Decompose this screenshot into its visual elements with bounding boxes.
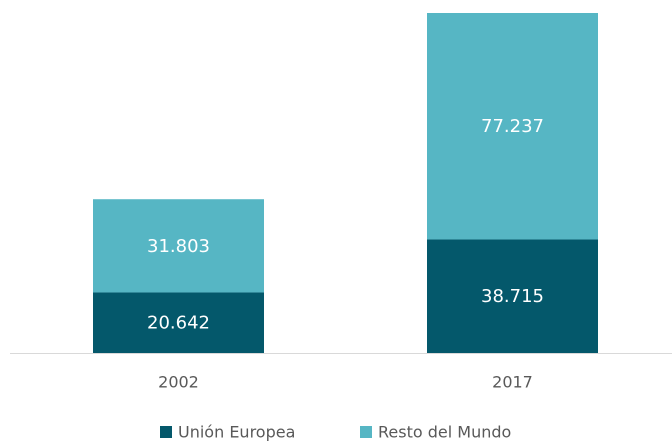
legend-swatch xyxy=(160,426,172,438)
bar-segment xyxy=(427,13,598,240)
data-label: 77.237 xyxy=(481,116,544,137)
legend-swatch xyxy=(360,426,372,438)
x-tick-label: 2002 xyxy=(158,373,199,392)
data-label: 20.642 xyxy=(147,313,210,334)
bar-segment xyxy=(93,199,264,293)
bar-segment xyxy=(427,239,598,353)
legend-label: Resto del Mundo xyxy=(378,423,511,441)
bar-segment xyxy=(93,292,264,353)
legend-label: Unión Europea xyxy=(178,423,295,441)
x-tick-label: 2017 xyxy=(492,373,533,392)
data-label: 38.715 xyxy=(481,286,544,307)
data-label: 31.803 xyxy=(147,236,210,257)
